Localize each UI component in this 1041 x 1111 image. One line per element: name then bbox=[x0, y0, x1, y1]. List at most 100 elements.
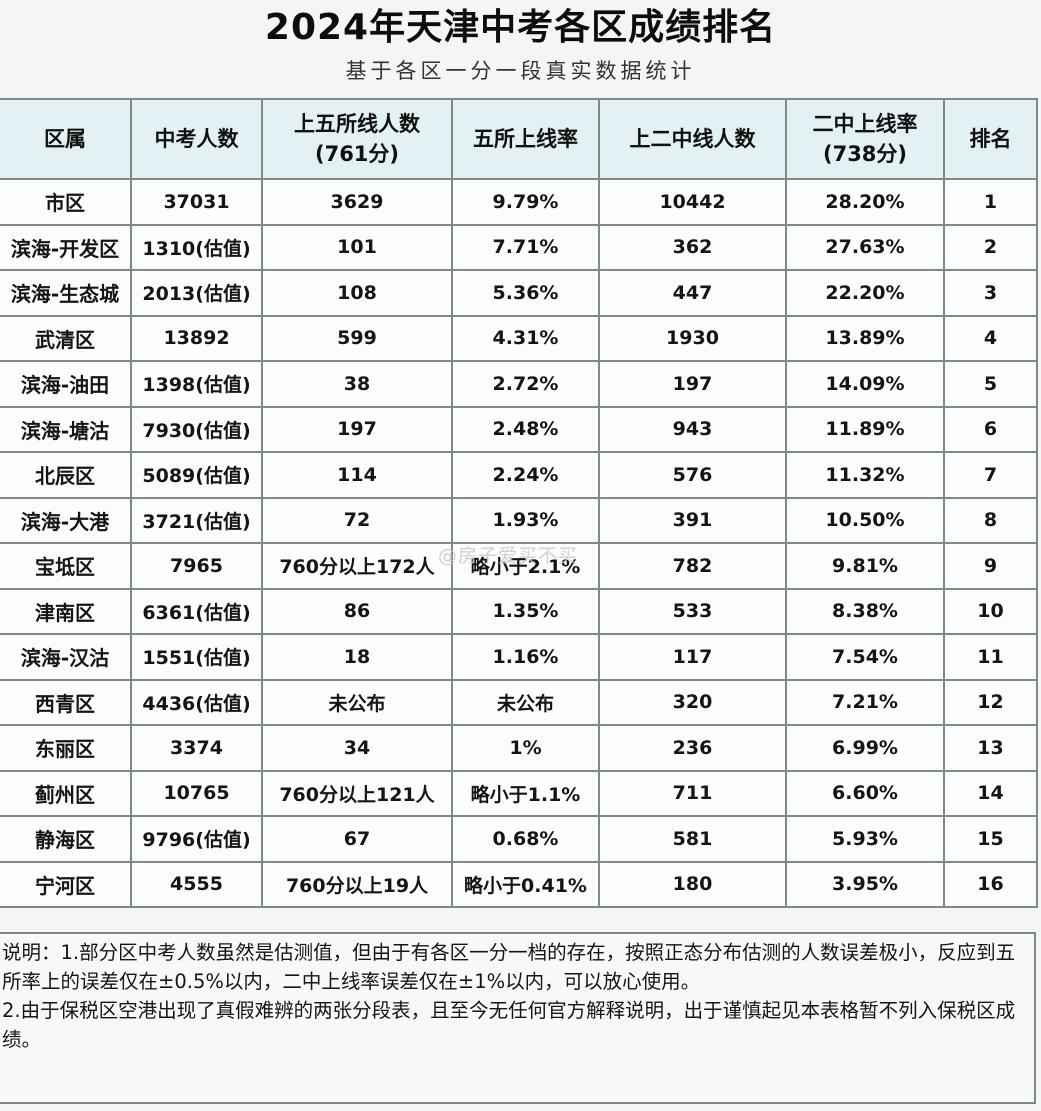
cell-no2-rate: 5.93% bbox=[785, 815, 945, 863]
cell-top5-count: 197 bbox=[261, 405, 453, 453]
cell-rank: 3 bbox=[943, 269, 1038, 317]
cell-top5-rate: 9.79% bbox=[451, 178, 600, 226]
cell-top5-count: 18 bbox=[261, 633, 453, 681]
cell-no2-count: 362 bbox=[598, 223, 787, 271]
cell-no2-count: 180 bbox=[598, 860, 787, 908]
cell-top5-rate: 略小于2.1% bbox=[451, 542, 600, 590]
cell-top5-rate: 0.68% bbox=[451, 815, 600, 863]
cell-district: 宝坻区 bbox=[0, 542, 132, 590]
table-row: 滨海-油田 1398(估值) 38 2.72% 197 14.09% 5 bbox=[0, 360, 1038, 408]
cell-exam-count: 37031 bbox=[130, 178, 263, 226]
cell-rank: 13 bbox=[943, 724, 1038, 772]
table-row: 滨海-大港 3721(估值) 72 1.93% 391 10.50% 8 bbox=[0, 496, 1038, 544]
cell-exam-count: 4436(估值) bbox=[130, 678, 263, 726]
header-label: 区属 bbox=[44, 127, 86, 151]
header-sublabel: (761分) bbox=[314, 142, 400, 166]
table-row: 宁河区 4555 760分以上19人 略小于0.41% 180 3.95% 16 bbox=[0, 860, 1038, 908]
cell-no2-rate: 6.60% bbox=[785, 769, 945, 817]
cell-district: 滨海-汉沽 bbox=[0, 633, 132, 681]
notes-box: 说明：1.部分区中考人数虽然是估测值，但由于有各区一分一档的存在，按照正态分布估… bbox=[0, 932, 1036, 1104]
cell-exam-count: 7965 bbox=[130, 542, 263, 590]
cell-top5-count: 38 bbox=[261, 360, 453, 408]
table-row: 市区 37031 3629 9.79% 10442 28.20% 1 bbox=[0, 178, 1038, 226]
cell-rank: 14 bbox=[943, 769, 1038, 817]
cell-district: 蓟州区 bbox=[0, 769, 132, 817]
cell-no2-rate: 22.20% bbox=[785, 269, 945, 317]
cell-no2-rate: 28.20% bbox=[785, 178, 945, 226]
cell-rank: 4 bbox=[943, 314, 1038, 362]
cell-district: 滨海-油田 bbox=[0, 360, 132, 408]
cell-district: 滨海-开发区 bbox=[0, 223, 132, 271]
ranking-table: 区属 中考人数 上五所线人数 (761分) 五所上线率 上二中线人数 二中上线率 (738分)… bbox=[0, 98, 1038, 908]
header-label: 上二中线人数 bbox=[629, 127, 756, 151]
table-row: 西青区 4436(估值) 未公布 未公布 320 7.21% 12 bbox=[0, 678, 1038, 726]
header-sublabel: (738分) bbox=[822, 142, 908, 166]
cell-rank: 2 bbox=[943, 223, 1038, 271]
table-row: 东丽区 3374 34 1% 236 6.99% 13 bbox=[0, 724, 1038, 772]
cell-exam-count: 7930(估值) bbox=[130, 405, 263, 453]
cell-district: 北辰区 bbox=[0, 451, 132, 499]
cell-top5-rate: 未公布 bbox=[451, 678, 600, 726]
table-header-row: 区属 中考人数 上五所线人数 (761分) 五所上线率 上二中线人数 二中上线率 (738分)… bbox=[0, 98, 1038, 180]
header-district: 区属 bbox=[0, 98, 132, 180]
cell-exam-count: 1551(估值) bbox=[130, 633, 263, 681]
cell-no2-count: 236 bbox=[598, 724, 787, 772]
cell-top5-rate: 4.31% bbox=[451, 314, 600, 362]
cell-top5-rate: 1% bbox=[451, 724, 600, 772]
cell-no2-count: 197 bbox=[598, 360, 787, 408]
cell-top5-count: 3629 bbox=[261, 178, 453, 226]
cell-top5-count: 114 bbox=[261, 451, 453, 499]
cell-top5-count: 101 bbox=[261, 223, 453, 271]
cell-no2-count: 782 bbox=[598, 542, 787, 590]
cell-no2-count: 1930 bbox=[598, 314, 787, 362]
header-label: 中考人数 bbox=[154, 127, 239, 151]
cell-no2-rate: 27.63% bbox=[785, 223, 945, 271]
cell-top5-rate: 7.71% bbox=[451, 223, 600, 271]
table-body: 市区 37031 3629 9.79% 10442 28.20% 1 滨海-开发区 1310(估… bbox=[0, 178, 1038, 908]
cell-no2-rate: 9.81% bbox=[785, 542, 945, 590]
cell-exam-count: 1398(估值) bbox=[130, 360, 263, 408]
cell-top5-count: 34 bbox=[261, 724, 453, 772]
cell-no2-count: 391 bbox=[598, 496, 787, 544]
cell-rank: 15 bbox=[943, 815, 1038, 863]
cell-no2-rate: 10.50% bbox=[785, 496, 945, 544]
cell-no2-count: 533 bbox=[598, 587, 787, 635]
cell-exam-count: 3374 bbox=[130, 724, 263, 772]
header-label: 上五所线人数 bbox=[294, 112, 420, 136]
cell-rank: 1 bbox=[943, 178, 1038, 226]
cell-rank: 9 bbox=[943, 542, 1038, 590]
cell-rank: 8 bbox=[943, 496, 1038, 544]
cell-top5-rate: 2.72% bbox=[451, 360, 600, 408]
cell-exam-count: 13892 bbox=[130, 314, 263, 362]
cell-no2-rate: 13.89% bbox=[785, 314, 945, 362]
header-label: 五所上线率 bbox=[473, 127, 578, 151]
cell-district: 东丽区 bbox=[0, 724, 132, 772]
table-row: 宝坻区 7965 760分以上172人 略小于2.1% 782 9.81% 9 bbox=[0, 542, 1038, 590]
cell-exam-count: 4555 bbox=[130, 860, 263, 908]
header-label: 排名 bbox=[969, 127, 1012, 151]
header-no2-rate: 二中上线率 (738分) bbox=[785, 98, 945, 180]
cell-district: 滨海-塘沽 bbox=[0, 405, 132, 453]
cell-district: 西青区 bbox=[0, 678, 132, 726]
cell-top5-rate: 2.48% bbox=[451, 405, 600, 453]
cell-top5-rate: 略小于1.1% bbox=[451, 769, 600, 817]
cell-exam-count: 1310(估值) bbox=[130, 223, 263, 271]
cell-no2-rate: 11.89% bbox=[785, 405, 945, 453]
cell-top5-count: 760分以上19人 bbox=[261, 860, 453, 908]
table-row: 滨海-塘沽 7930(估值) 197 2.48% 943 11.89% 6 bbox=[0, 405, 1038, 453]
cell-no2-count: 576 bbox=[598, 451, 787, 499]
cell-district: 静海区 bbox=[0, 815, 132, 863]
table-row: 津南区 6361(估值) 86 1.35% 533 8.38% 10 bbox=[0, 587, 1038, 635]
cell-rank: 5 bbox=[943, 360, 1038, 408]
cell-top5-count: 67 bbox=[261, 815, 453, 863]
cell-top5-rate: 2.24% bbox=[451, 451, 600, 499]
cell-rank: 16 bbox=[943, 860, 1038, 908]
cell-no2-rate: 8.38% bbox=[785, 587, 945, 635]
note-2: 2.由于保税区空港出现了真假难辨的两张分段表，且至今无任何官方解释说明，出于谨慎… bbox=[2, 999, 1016, 1051]
cell-top5-rate: 1.93% bbox=[451, 496, 600, 544]
table-row: 蓟州区 10765 760分以上121人 略小于1.1% 711 6.60% 14 bbox=[0, 769, 1038, 817]
page-subtitle: 基于各区一分一段真实数据统计 bbox=[345, 59, 696, 83]
cell-no2-count: 447 bbox=[598, 269, 787, 317]
cell-rank: 6 bbox=[943, 405, 1038, 453]
